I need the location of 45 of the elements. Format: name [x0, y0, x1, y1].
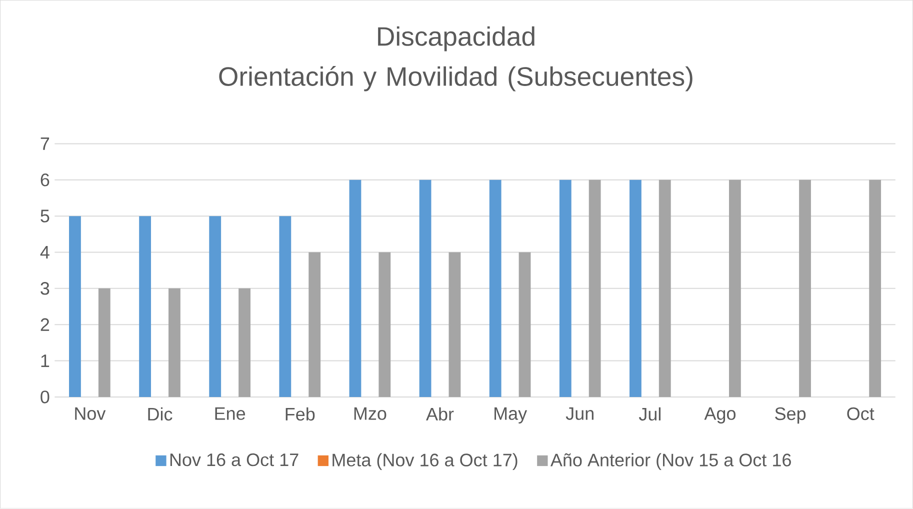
y-tick-label: 4	[40, 246, 50, 259]
y-tick-label: 7	[40, 138, 50, 150]
x-tick-label: Jul	[638, 408, 660, 421]
bar	[588, 180, 601, 398]
x-tick-label: Ago	[704, 408, 736, 424]
x-tick-label: May	[494, 408, 528, 424]
bar	[378, 252, 391, 398]
bar	[448, 252, 461, 398]
x-tick-label: Sep	[775, 408, 806, 424]
x-tick-label: Abr	[426, 408, 454, 421]
x-tick-label: Nov	[75, 408, 106, 420]
bar	[238, 288, 250, 398]
y-tick-label: 0	[40, 390, 50, 404]
bar	[209, 216, 222, 398]
bar	[419, 180, 432, 398]
bar	[279, 216, 292, 398]
y-tick-label: 6	[40, 174, 50, 186]
legend-label: Año Anterior (Nov 15 a Oct 16	[550, 453, 791, 470]
x-tick-label: Oct	[847, 408, 874, 420]
bar	[69, 216, 81, 398]
bar	[518, 252, 531, 398]
x-tick-label: Dic	[148, 408, 172, 421]
bar	[168, 288, 180, 398]
y-tick-label: 1	[41, 354, 50, 368]
bar	[308, 252, 321, 398]
x-tick-label: Feb	[286, 408, 315, 421]
bar	[869, 180, 882, 398]
y-tick-label: 5	[40, 210, 50, 223]
y-tick-label: 3	[40, 282, 50, 295]
bar	[630, 180, 642, 398]
legend-label: Meta (Nov 16 a Oct 17)	[332, 453, 518, 470]
bar	[559, 180, 572, 398]
chart-title: Discapacidad Orientación y Movilidad (Subsecuentes)	[219, 26, 692, 92]
x-tick-label: Ene	[215, 408, 246, 420]
bar	[728, 180, 741, 398]
bar	[98, 288, 110, 398]
bar	[139, 216, 151, 398]
bar	[489, 180, 502, 398]
y-tick-label: 2	[40, 318, 50, 332]
bar	[658, 180, 671, 398]
legend-label: Nov 16 a Oct 17	[170, 454, 298, 466]
x-tick-label: Mzo	[354, 408, 386, 420]
x-tick-label: Jun	[566, 408, 594, 420]
bar	[799, 180, 811, 398]
bar	[349, 180, 362, 398]
